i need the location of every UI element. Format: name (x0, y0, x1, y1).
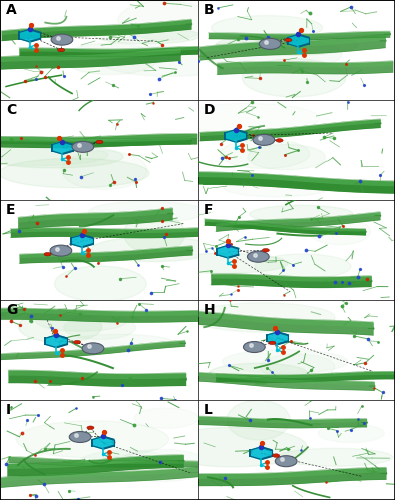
Polygon shape (19, 30, 40, 42)
Circle shape (262, 248, 269, 252)
Polygon shape (288, 34, 309, 47)
Circle shape (51, 34, 73, 45)
Polygon shape (118, 1, 213, 40)
Polygon shape (76, 450, 175, 480)
Polygon shape (66, 334, 173, 351)
Text: D: D (203, 103, 215, 117)
Text: H: H (203, 303, 215, 317)
Polygon shape (55, 266, 146, 302)
Text: I: I (6, 403, 11, 417)
Polygon shape (36, 311, 127, 332)
Circle shape (269, 341, 276, 344)
Polygon shape (308, 218, 371, 244)
Polygon shape (222, 350, 348, 374)
Circle shape (69, 432, 91, 442)
Polygon shape (227, 400, 290, 440)
Polygon shape (248, 144, 325, 170)
Circle shape (253, 134, 275, 145)
Polygon shape (157, 428, 307, 467)
Polygon shape (224, 178, 330, 197)
Polygon shape (250, 206, 353, 223)
Text: F: F (203, 203, 213, 217)
Circle shape (285, 38, 292, 42)
Polygon shape (92, 236, 216, 262)
Circle shape (82, 343, 104, 354)
Polygon shape (216, 34, 358, 56)
Polygon shape (0, 158, 149, 188)
Polygon shape (250, 447, 272, 460)
Polygon shape (160, 253, 288, 274)
Polygon shape (318, 424, 384, 442)
Polygon shape (71, 235, 93, 247)
Polygon shape (255, 254, 351, 279)
Polygon shape (19, 310, 102, 342)
Polygon shape (16, 421, 169, 458)
Polygon shape (220, 139, 310, 168)
Polygon shape (278, 448, 393, 466)
Circle shape (248, 251, 269, 262)
Polygon shape (92, 436, 113, 449)
Text: E: E (6, 203, 15, 217)
Polygon shape (94, 27, 200, 44)
Circle shape (275, 456, 297, 466)
Circle shape (243, 342, 265, 352)
Polygon shape (45, 335, 67, 347)
Polygon shape (124, 214, 184, 254)
Polygon shape (64, 316, 135, 340)
Circle shape (72, 142, 94, 152)
Polygon shape (63, 43, 158, 74)
Circle shape (276, 138, 283, 142)
Polygon shape (202, 38, 342, 71)
Circle shape (96, 140, 103, 144)
Polygon shape (177, 104, 320, 133)
Circle shape (73, 340, 81, 344)
Polygon shape (115, 450, 209, 482)
Text: A: A (6, 3, 17, 17)
Polygon shape (267, 332, 288, 344)
Polygon shape (0, 144, 108, 166)
Polygon shape (242, 58, 346, 97)
Circle shape (273, 454, 280, 458)
Circle shape (259, 38, 281, 50)
Polygon shape (212, 16, 323, 40)
Polygon shape (62, 151, 147, 190)
Polygon shape (190, 303, 335, 332)
Polygon shape (217, 246, 239, 258)
Polygon shape (52, 142, 73, 154)
Polygon shape (100, 46, 237, 76)
Polygon shape (210, 363, 308, 383)
Polygon shape (134, 408, 198, 428)
Text: B: B (203, 3, 214, 17)
Text: L: L (203, 403, 212, 417)
Circle shape (87, 426, 94, 430)
Polygon shape (260, 354, 335, 379)
Text: C: C (6, 103, 16, 117)
Text: G: G (6, 303, 17, 317)
Polygon shape (0, 146, 123, 168)
Polygon shape (225, 130, 246, 142)
Circle shape (50, 245, 72, 256)
Circle shape (44, 252, 51, 256)
Polygon shape (88, 201, 205, 223)
Circle shape (58, 48, 65, 52)
